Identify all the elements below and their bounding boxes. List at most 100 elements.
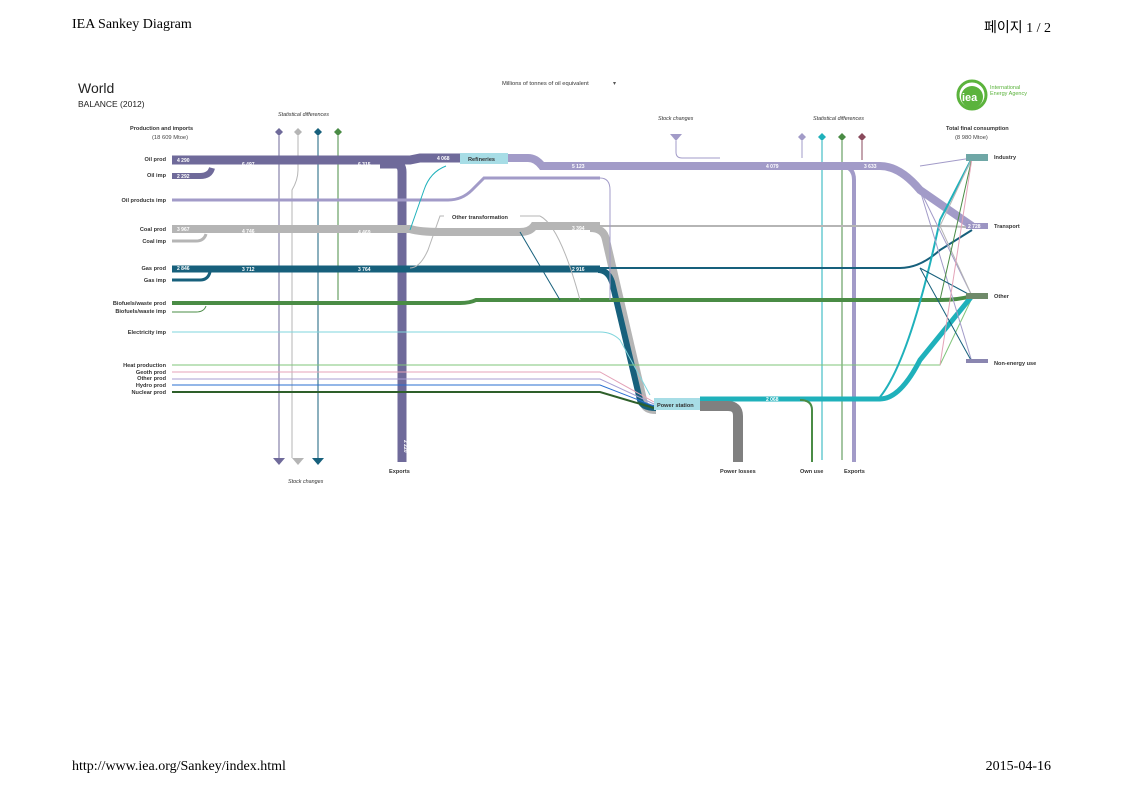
sink-label-other: Other xyxy=(994,294,1010,300)
flow-bio-imp[interactable] xyxy=(172,305,207,313)
value-exports-vertical: 2 220 xyxy=(402,440,408,453)
print-footer-date: 2015-04-16 xyxy=(985,759,1051,774)
value-oil-total: 6 497 xyxy=(242,162,255,168)
units-dropdown-icon[interactable]: ▾ xyxy=(613,81,616,87)
value-electricity: 2 068 xyxy=(766,397,779,403)
stat-diff-right-other-diamond-icon[interactable] xyxy=(858,133,866,141)
stat-diff-coal-diamond-icon[interactable] xyxy=(294,128,302,136)
value-transport: 2 728 xyxy=(968,224,981,230)
value-gas-prod: 2 846 xyxy=(177,266,190,272)
stat-diff-right-label: Statistical differences xyxy=(813,116,864,122)
flow-electricity-out[interactable] xyxy=(700,294,974,402)
fan-line-3 xyxy=(919,189,973,363)
flow-power-losses[interactable] xyxy=(700,401,743,462)
source-label-oil-prod: Oil prod xyxy=(145,157,167,163)
value-oil-tfc: 3 633 xyxy=(864,164,877,170)
stock-changes-top-triangle-icon[interactable] xyxy=(670,134,682,141)
flow-oil-exports-right[interactable] xyxy=(839,164,856,462)
value-gas-to-power: 2 916 xyxy=(572,267,585,273)
flow-geoth-prod[interactable] xyxy=(172,371,655,403)
source-label-nuclear-prod: Nuclear prod xyxy=(131,390,166,396)
stat-diff-coal-line xyxy=(291,136,299,458)
fan-line-1 xyxy=(919,157,973,167)
print-footer-url[interactable]: http://www.iea.org/Sankey/index.html xyxy=(72,759,286,774)
right-header-total: (8 980 Mtoe) xyxy=(955,135,988,141)
flow-own-use[interactable] xyxy=(799,399,813,462)
stat-diff-bio-diamond-icon[interactable] xyxy=(334,128,342,136)
value-coal-prod: 3 967 xyxy=(177,227,190,233)
stat-diff-right-elec-diamond-icon[interactable] xyxy=(818,133,826,141)
source-label-other-prod: Other prod xyxy=(137,376,166,382)
flow-gas-imp-merge[interactable] xyxy=(172,271,212,282)
units-label: Millions of tonnes of oil equivalent xyxy=(502,81,589,87)
stock-changes-gas-triangle-icon[interactable] xyxy=(312,458,324,465)
sink-bar-other[interactable] xyxy=(966,293,988,299)
source-label-oil-imp: Oil imp xyxy=(147,173,167,179)
flow-gas-tfc[interactable] xyxy=(600,229,973,269)
stat-diff-right-heat-diamond-icon[interactable] xyxy=(838,133,846,141)
source-label-coal-prod: Coal prod xyxy=(140,227,167,233)
source-label-coal-imp: Coal imp xyxy=(142,239,166,245)
node-other-transformation-label: Other transformation xyxy=(452,215,509,221)
fan-line-6 xyxy=(919,267,973,363)
flow-nuclear-prod[interactable] xyxy=(172,391,655,409)
source-label-geoth-prod: Geoth prod xyxy=(136,370,167,376)
stat-diff-left-label: Statistical differences xyxy=(278,112,329,118)
value-oil-products: 5 123 xyxy=(572,164,585,170)
fan-line-13 xyxy=(539,215,581,301)
flow-electricity-imp[interactable] xyxy=(172,331,651,396)
stock-changes-oil-triangle-icon[interactable] xyxy=(273,458,285,465)
left-header-title: Production and imports xyxy=(130,126,193,132)
flow-oil-imp-merge[interactable] xyxy=(172,167,215,179)
source-label-gas-imp: Gas imp xyxy=(144,278,167,284)
sink-bar-non-energy[interactable] xyxy=(966,359,988,363)
iea-logo[interactable]: iea International Energy Agency xyxy=(956,79,1027,111)
iea-logo-mark xyxy=(956,79,988,111)
value-gas-total: 3 712 xyxy=(242,267,255,273)
node-refineries[interactable] xyxy=(460,153,508,164)
bottom-label-exports-left: Exports xyxy=(389,469,410,475)
flow-hydro-prod[interactable] xyxy=(172,384,655,407)
node-other-transformation[interactable] xyxy=(444,213,520,221)
flow-other-prod[interactable] xyxy=(172,378,655,405)
flow-oil-exports[interactable] xyxy=(380,159,407,462)
flow-coal-trunk[interactable] xyxy=(172,222,600,236)
flow-oil-products-imp[interactable] xyxy=(172,176,600,202)
stock-changes-coal-triangle-icon[interactable] xyxy=(292,458,304,465)
iea-logo-inner xyxy=(961,86,983,108)
sink-label-transport: Transport xyxy=(994,224,1020,230)
right-header-title: Total final consumption xyxy=(946,126,1009,132)
flow-oil-products-main[interactable] xyxy=(508,154,975,230)
value-coal-to-power: 3 394 xyxy=(572,226,585,232)
value-gas-mid: 3 764 xyxy=(358,267,371,273)
bottom-label-exports-right: Exports xyxy=(844,469,865,475)
print-header-page-number: 페이지 1 / 2 xyxy=(983,21,1051,36)
fan-line-12 xyxy=(409,165,447,231)
iea-logo-text: iea xyxy=(962,92,978,104)
node-power-station[interactable] xyxy=(654,398,700,410)
fan-line-11 xyxy=(409,215,540,269)
source-label-oil-products-imp: Oil products imp xyxy=(122,198,167,204)
sink-bar-transport[interactable] xyxy=(966,223,988,229)
source-label-bio-prod: Biofuels/waste prod xyxy=(113,301,167,307)
bottom-label-stock-changes: Stock changes xyxy=(288,479,324,485)
stat-diff-oil-diamond-icon[interactable] xyxy=(275,128,283,136)
bottom-label-power-losses: Power losses xyxy=(720,469,756,475)
value-oil-after-export: 6 315 xyxy=(358,162,371,168)
value-coal-total: 4 746 xyxy=(242,229,255,235)
value-refineries-in: 4 068 xyxy=(437,156,450,162)
stat-diff-right-oilprod-diamond-icon[interactable] xyxy=(798,133,806,141)
stat-diff-gas-diamond-icon[interactable] xyxy=(314,128,322,136)
sink-bar-industry[interactable] xyxy=(966,154,988,161)
fan-line-4 xyxy=(939,157,973,227)
flow-elec-industry[interactable] xyxy=(879,157,973,398)
source-label-gas-prod: Gas prod xyxy=(141,266,166,272)
source-label-electricity-imp: Electricity imp xyxy=(128,330,167,336)
flow-coal-tfc[interactable] xyxy=(600,225,973,229)
sink-label-non-energy: Non-energy use xyxy=(994,361,1036,367)
flow-coal-imp-merge[interactable] xyxy=(172,233,208,243)
fan-line-8 xyxy=(939,157,973,301)
flow-bio-trunk[interactable] xyxy=(172,294,973,305)
flow-oil-trunk[interactable] xyxy=(172,153,460,165)
